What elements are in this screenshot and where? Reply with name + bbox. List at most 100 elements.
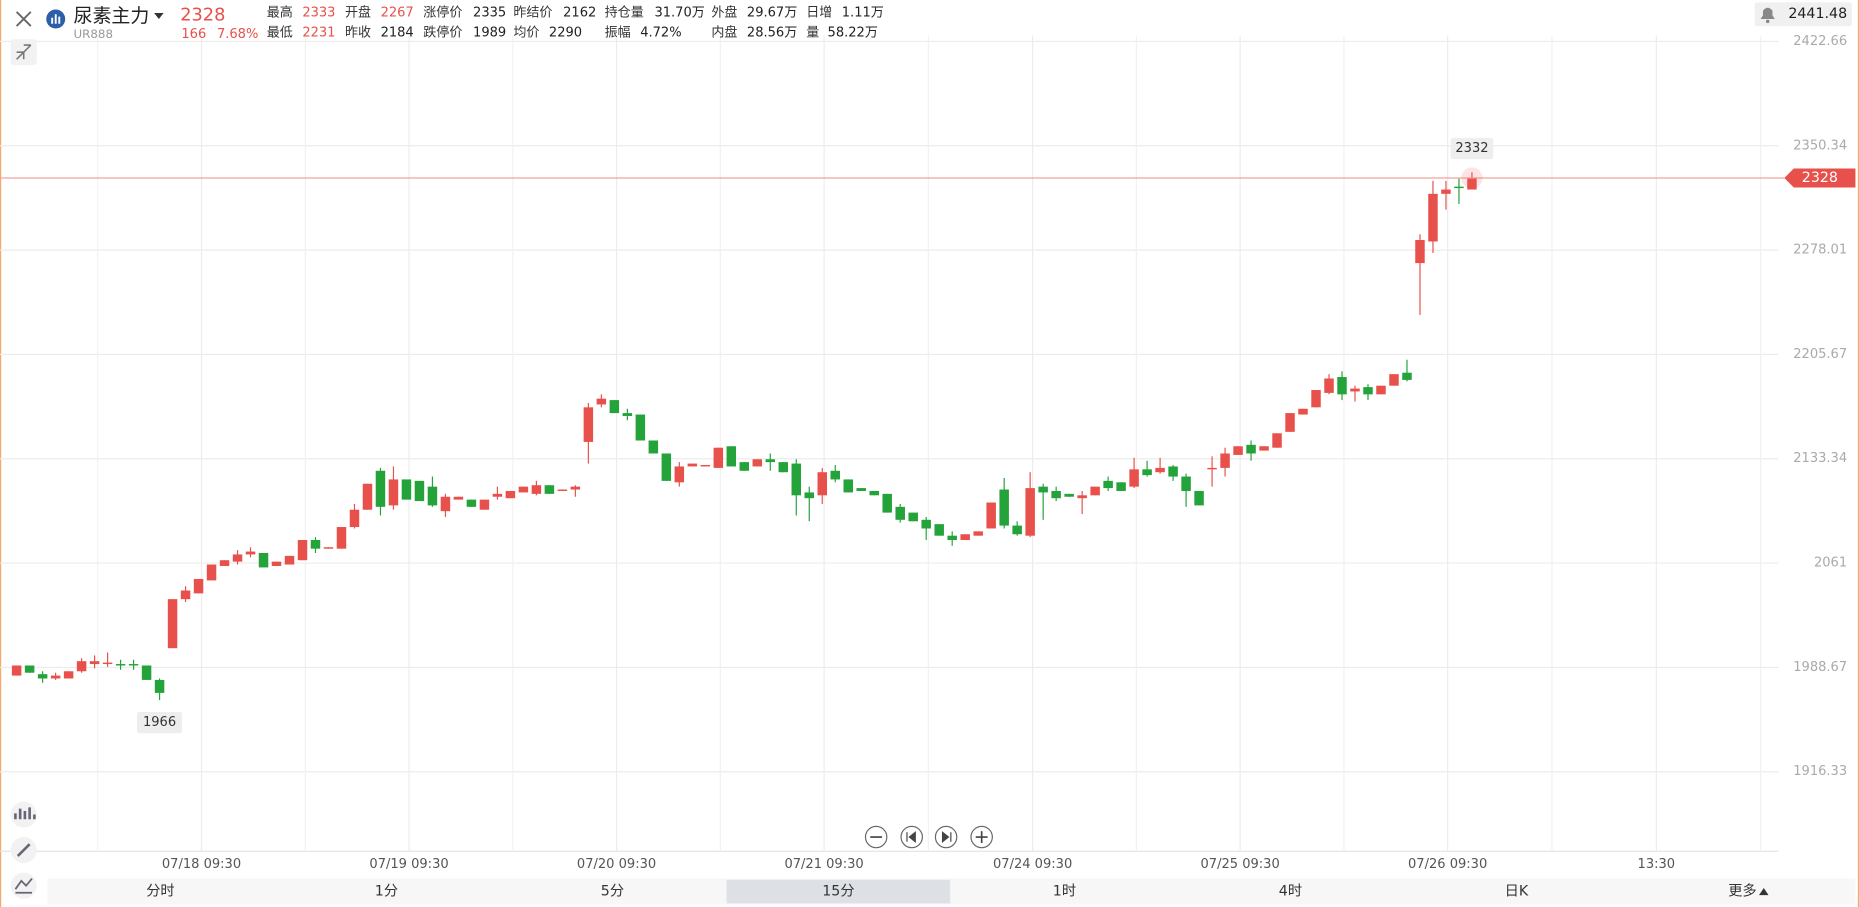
candle-body — [115, 664, 126, 666]
stat-value: 28.56万 — [747, 26, 797, 41]
candle-body — [102, 662, 113, 665]
candle-body — [518, 486, 529, 493]
grid: 2422.66 2350.34 2278.01 2205.67 2133.34 2061 1… — [0, 34, 1847, 872]
candle-body — [596, 398, 607, 405]
min-label: 1966 — [143, 715, 176, 730]
candle-body — [830, 470, 840, 480]
candle-body — [505, 490, 516, 499]
candle-body — [180, 590, 191, 600]
candle-body — [1298, 408, 1308, 415]
candle-body — [739, 462, 750, 471]
candle-body — [1207, 467, 1217, 470]
candle-body — [245, 551, 256, 555]
candle-body — [934, 524, 944, 536]
y-tick-label: 2350.34 — [1793, 138, 1847, 153]
candle-body — [804, 492, 815, 499]
candle-body — [1324, 378, 1334, 393]
x-tick-label: 07/21 09:30 — [784, 857, 863, 872]
stat-value: 2231 — [302, 26, 335, 41]
candle-body — [1454, 186, 1464, 189]
tab[interactable]: 15分 — [822, 883, 854, 900]
candle-body — [999, 489, 1009, 526]
indicator-button[interactable] — [10, 872, 37, 899]
symbol-name[interactable]: 尿素主力 — [74, 5, 150, 27]
candle-body — [843, 479, 853, 493]
tab[interactable]: 1分 — [375, 883, 398, 900]
candle-body — [1077, 495, 1087, 499]
candle-body — [1272, 433, 1282, 448]
candle-body — [1402, 372, 1412, 380]
stat-label: 最低 — [267, 26, 293, 41]
stat-label: 昨结价 — [513, 6, 552, 21]
candle-body — [388, 479, 399, 506]
x-tick-label: 07/18 09:30 — [162, 857, 241, 872]
tab[interactable]: 更多 — [1728, 883, 1756, 900]
stat-label: 跌停价 — [423, 25, 462, 41]
candle-body — [1467, 177, 1477, 190]
candle-body — [947, 535, 957, 541]
tabs: 分时 1分 5分 15分 1时 4时 日K 更多 — [146, 879, 1769, 904]
candle-body — [921, 519, 931, 529]
candle-body — [1181, 476, 1191, 491]
candle-body — [1428, 193, 1438, 242]
last-button[interactable] — [934, 825, 958, 849]
stat-value: 2162 — [563, 6, 596, 21]
tab-selected — [726, 879, 951, 904]
candle-body — [232, 554, 243, 562]
first-button[interactable] — [900, 825, 923, 849]
tab[interactable]: 日K — [1505, 884, 1529, 900]
candle-body — [765, 459, 776, 463]
tool-button[interactable] — [10, 801, 37, 828]
candle-body — [193, 578, 204, 594]
stat-label: 量 — [806, 26, 819, 41]
candle-body — [1142, 469, 1152, 476]
candle-body — [453, 496, 464, 500]
price-tag — [1784, 168, 1856, 188]
candle-body — [700, 465, 711, 467]
zoom-in-button[interactable] — [970, 825, 993, 849]
dropdown-arrow[interactable] — [154, 13, 164, 19]
stat-value: 2267 — [381, 6, 414, 21]
index-box — [1754, 2, 1852, 27]
tab[interactable]: 5分 — [601, 883, 624, 900]
y-tick-label: 2061 — [1814, 556, 1847, 571]
stat-value: 31.70万 — [654, 6, 704, 21]
stat-value: 2333 — [302, 6, 335, 21]
candle-body — [76, 661, 87, 672]
draw-button[interactable] — [10, 837, 37, 864]
stat-label: 持仓量 — [605, 6, 644, 21]
y-tick-label: 2205.67 — [1793, 347, 1847, 362]
candle-body — [128, 664, 139, 666]
candle-body — [752, 459, 763, 467]
candle-body — [492, 493, 503, 497]
candle-body — [323, 547, 334, 549]
candle-body — [778, 462, 789, 473]
candle-body — [50, 675, 61, 679]
bell-icon[interactable] — [1760, 7, 1775, 24]
candle-body — [24, 665, 35, 673]
candle-body — [570, 486, 581, 490]
candle-body — [1129, 469, 1139, 487]
candle-body — [219, 560, 230, 566]
x-tick-label: 13:30 — [1638, 857, 1676, 872]
candle-body — [362, 483, 373, 510]
candle-body — [1259, 446, 1269, 451]
collapse-button[interactable] — [10, 39, 37, 66]
tab[interactable]: 4时 — [1279, 883, 1302, 900]
tab[interactable]: 1时 — [1053, 883, 1076, 900]
x-tick-label: 07/24 09:30 — [993, 857, 1072, 872]
candle-body — [609, 400, 620, 414]
plot: 2328 2332 1966 — [0, 137, 1856, 734]
candle-body — [414, 480, 425, 502]
candle-body — [726, 446, 737, 467]
x-tick-label: 07/20 09:30 — [577, 857, 656, 872]
stat-label: 最高 — [267, 5, 293, 21]
zoom-out-button[interactable] — [864, 825, 888, 849]
candle-body — [1363, 387, 1373, 395]
candle-body — [89, 661, 100, 665]
candle-body — [1155, 467, 1165, 473]
candle-body — [284, 555, 295, 565]
close-button[interactable] — [15, 11, 32, 27]
tab[interactable]: 分时 — [146, 883, 174, 900]
